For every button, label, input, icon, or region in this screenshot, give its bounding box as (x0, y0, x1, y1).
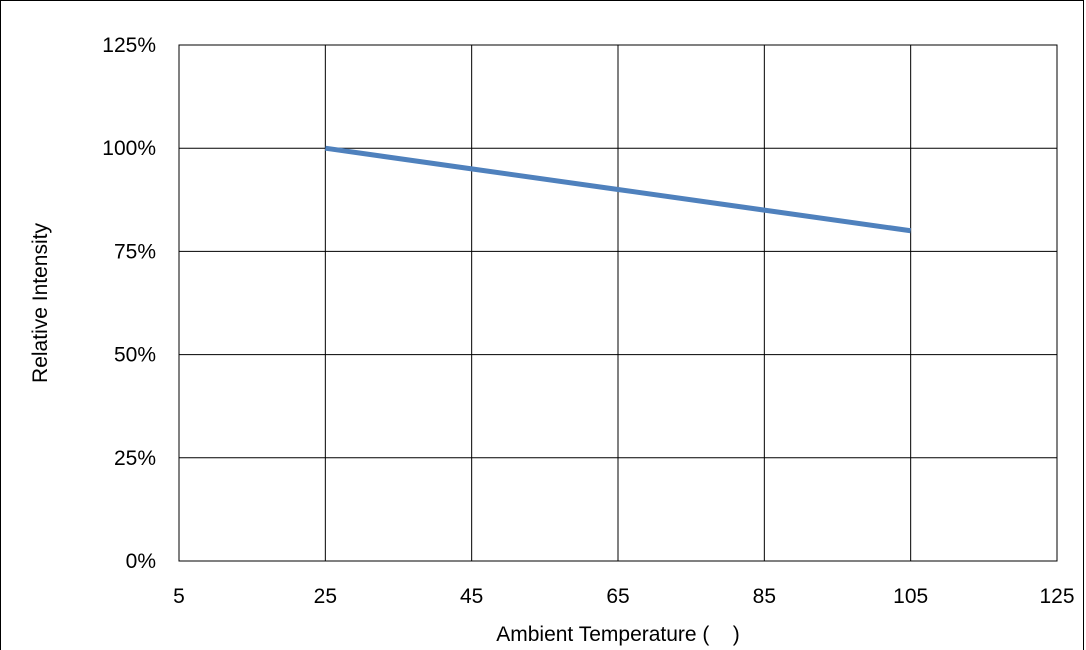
series-group (324, 145, 912, 234)
x-tick-label: 45 (460, 585, 483, 608)
x-tick-labels: 5 25 45 65 85 105 125 (173, 585, 1074, 608)
x-tick-label: 85 (753, 585, 776, 608)
y-tick-label: 75% (114, 240, 156, 263)
grid-lines (178, 44, 1058, 562)
x-tick-label: 65 (606, 585, 629, 608)
y-tick-label: 25% (114, 447, 156, 470)
x-tick-label: 25 (314, 585, 337, 608)
x-tick-label: 105 (893, 585, 928, 608)
y-tick-label: 0% (126, 550, 156, 573)
y-tick-labels: 0% 25% 50% 75% 100% 125% (102, 34, 156, 573)
x-tick-label: 125 (1039, 585, 1074, 608)
y-tick-label: 125% (102, 34, 156, 57)
x-tick-label: 5 (173, 585, 185, 608)
y-axis-title: Relative Intensity (29, 223, 52, 383)
y-tick-label: 50% (114, 344, 156, 367)
y-tick-label: 100% (102, 137, 156, 160)
x-axis-title: Ambient Temperature ( ) (496, 623, 740, 646)
plot-area (178, 44, 1058, 562)
